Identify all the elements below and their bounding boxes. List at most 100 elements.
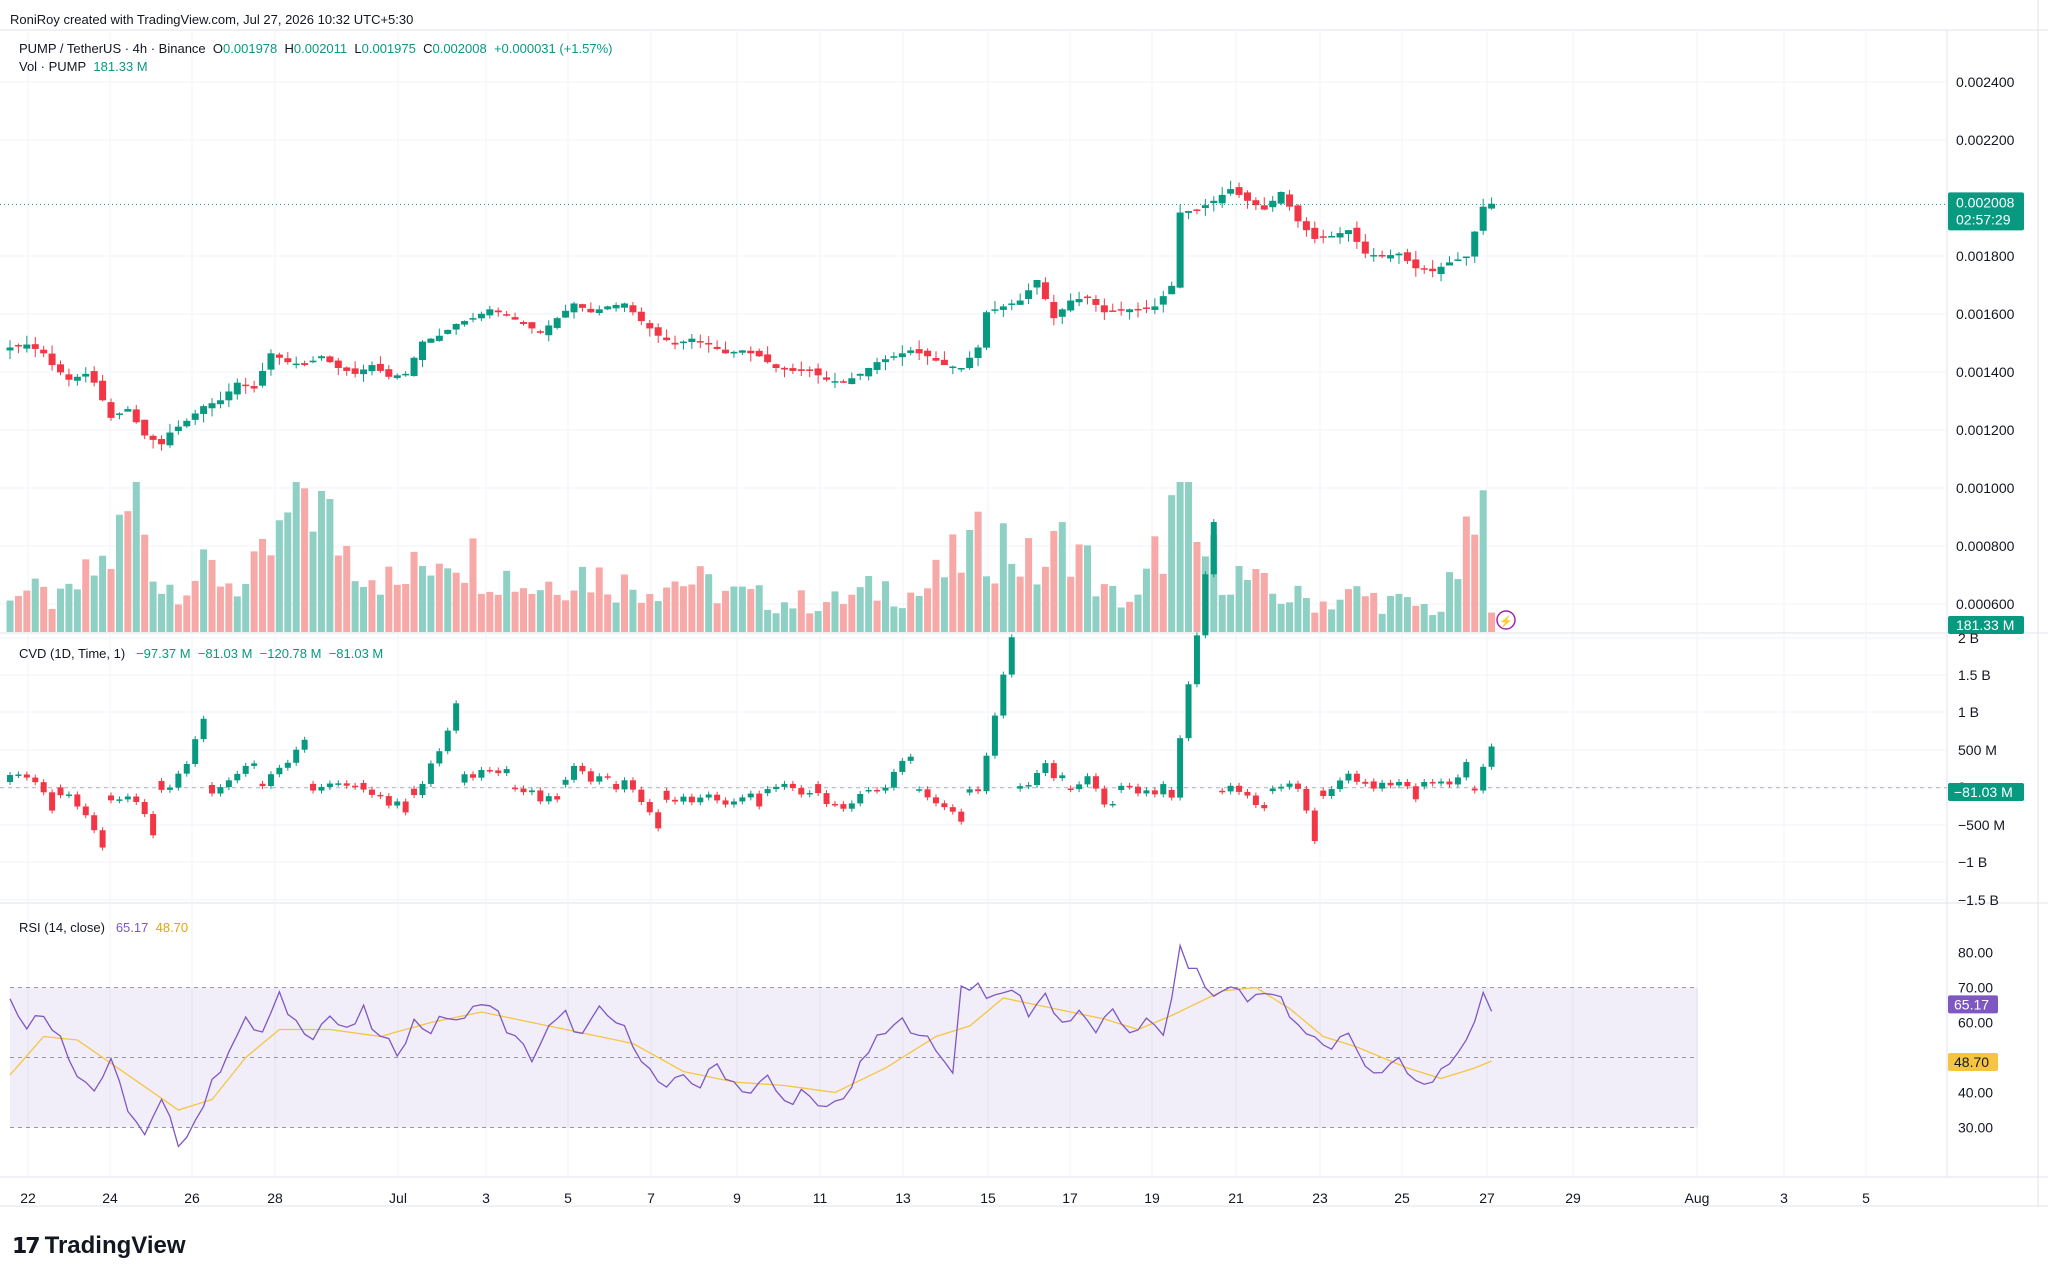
candle	[242, 384, 250, 387]
volume-bar	[637, 602, 645, 632]
cvd-bar	[1286, 783, 1293, 787]
cvd-bar	[1412, 786, 1419, 800]
candle	[259, 370, 267, 386]
candle	[166, 432, 174, 446]
volume-bar	[1084, 545, 1092, 632]
candle	[1437, 266, 1445, 275]
volume-bar	[881, 581, 889, 632]
candle	[1378, 254, 1386, 257]
cvd-bar	[1109, 803, 1116, 806]
candle	[334, 360, 342, 368]
candle	[957, 368, 965, 370]
cvd-bar	[705, 794, 712, 798]
volume-bar	[587, 592, 595, 632]
candle	[966, 357, 974, 369]
volume-bar	[1075, 544, 1083, 632]
candle	[6, 347, 14, 351]
candle	[1454, 259, 1462, 261]
price-tick-label: 0.002200	[1956, 132, 2015, 148]
volume-bar	[932, 559, 940, 632]
volume-bar	[200, 549, 208, 632]
time-tick-label: 24	[102, 1190, 118, 1206]
candle	[149, 435, 157, 440]
cvd-bar	[1025, 785, 1032, 787]
volume-badge	[1948, 616, 2024, 634]
candle	[360, 369, 368, 375]
cvd-bar	[343, 783, 350, 786]
cvd-bar	[326, 783, 333, 787]
volume-bar	[1134, 594, 1142, 632]
volume-bar	[848, 594, 856, 632]
cvd-bar	[259, 783, 266, 787]
volume-bar	[797, 590, 805, 632]
cvd-bar	[789, 783, 796, 789]
price-tick-label: 0.001600	[1956, 306, 2015, 322]
cvd-bar	[1294, 783, 1301, 789]
cvd-tick-label: 1 B	[1958, 704, 1979, 720]
cvd-bar	[276, 767, 283, 775]
volume-bar	[789, 608, 797, 632]
rsi-ma-badge	[1948, 1053, 1998, 1072]
candle	[1218, 194, 1226, 204]
volume-bar	[242, 583, 250, 632]
volume-bar	[40, 586, 48, 632]
tradingview-icon: 𝟭𝟳	[12, 1233, 41, 1258]
volume-bar	[1176, 482, 1184, 632]
candle	[570, 303, 578, 313]
cvd-bar	[512, 787, 519, 790]
candle	[865, 368, 873, 377]
candle	[402, 373, 410, 376]
volume-bar	[991, 583, 999, 632]
cvd-bar	[1168, 789, 1175, 798]
volume-bar	[477, 593, 485, 632]
cvd-bar	[335, 783, 342, 785]
volume-bar	[873, 600, 881, 632]
volume-bar	[1412, 605, 1420, 632]
cvd-bar	[1362, 781, 1369, 784]
volume-bar	[385, 566, 393, 632]
cvd-tick-label: −1.5 B	[1958, 892, 1999, 908]
cvd-tick-label: −1 B	[1958, 854, 1987, 870]
candle	[393, 375, 401, 379]
cvd-bar	[310, 783, 317, 791]
cvd-bar	[486, 770, 493, 772]
cvd-bar	[65, 794, 72, 796]
volume-bar	[1420, 603, 1428, 632]
volume-bar	[82, 559, 90, 632]
volume-bar	[435, 563, 443, 632]
candle	[267, 353, 275, 370]
cvd-bar	[1387, 782, 1394, 786]
volume-bar	[1302, 598, 1310, 632]
cvd-bar	[857, 793, 864, 804]
volume-bar	[1277, 603, 1285, 632]
cvd-bar	[444, 730, 451, 752]
close-value: 0.002008	[432, 41, 487, 56]
volume-bar	[511, 591, 519, 632]
candle	[132, 409, 140, 423]
tradingview-logo[interactable]: 𝟭𝟳 TradingView	[12, 1232, 186, 1259]
volume-bar	[722, 590, 730, 632]
cvd-bar	[284, 762, 291, 768]
volume-bar	[907, 592, 915, 632]
cvd-bar	[469, 774, 476, 778]
cvd-bar	[730, 801, 737, 805]
candle	[1328, 236, 1336, 238]
candle	[1092, 298, 1100, 305]
cvd-bar	[1067, 788, 1074, 790]
volume-bar	[233, 596, 241, 632]
lightning-icon[interactable]	[1496, 610, 1516, 630]
volume-bar	[806, 613, 814, 632]
volume-bar	[107, 568, 115, 632]
volume-bar	[663, 587, 671, 632]
volume-bar	[250, 551, 258, 632]
volume-bar	[696, 566, 704, 632]
time-tick-label: 25	[1394, 1190, 1410, 1206]
cvd-bar	[621, 780, 628, 790]
candle	[1252, 200, 1260, 206]
candle	[368, 365, 376, 372]
candle	[1041, 282, 1049, 300]
cvd-bar	[82, 806, 89, 816]
candle	[1294, 205, 1302, 222]
candle	[1260, 205, 1268, 210]
